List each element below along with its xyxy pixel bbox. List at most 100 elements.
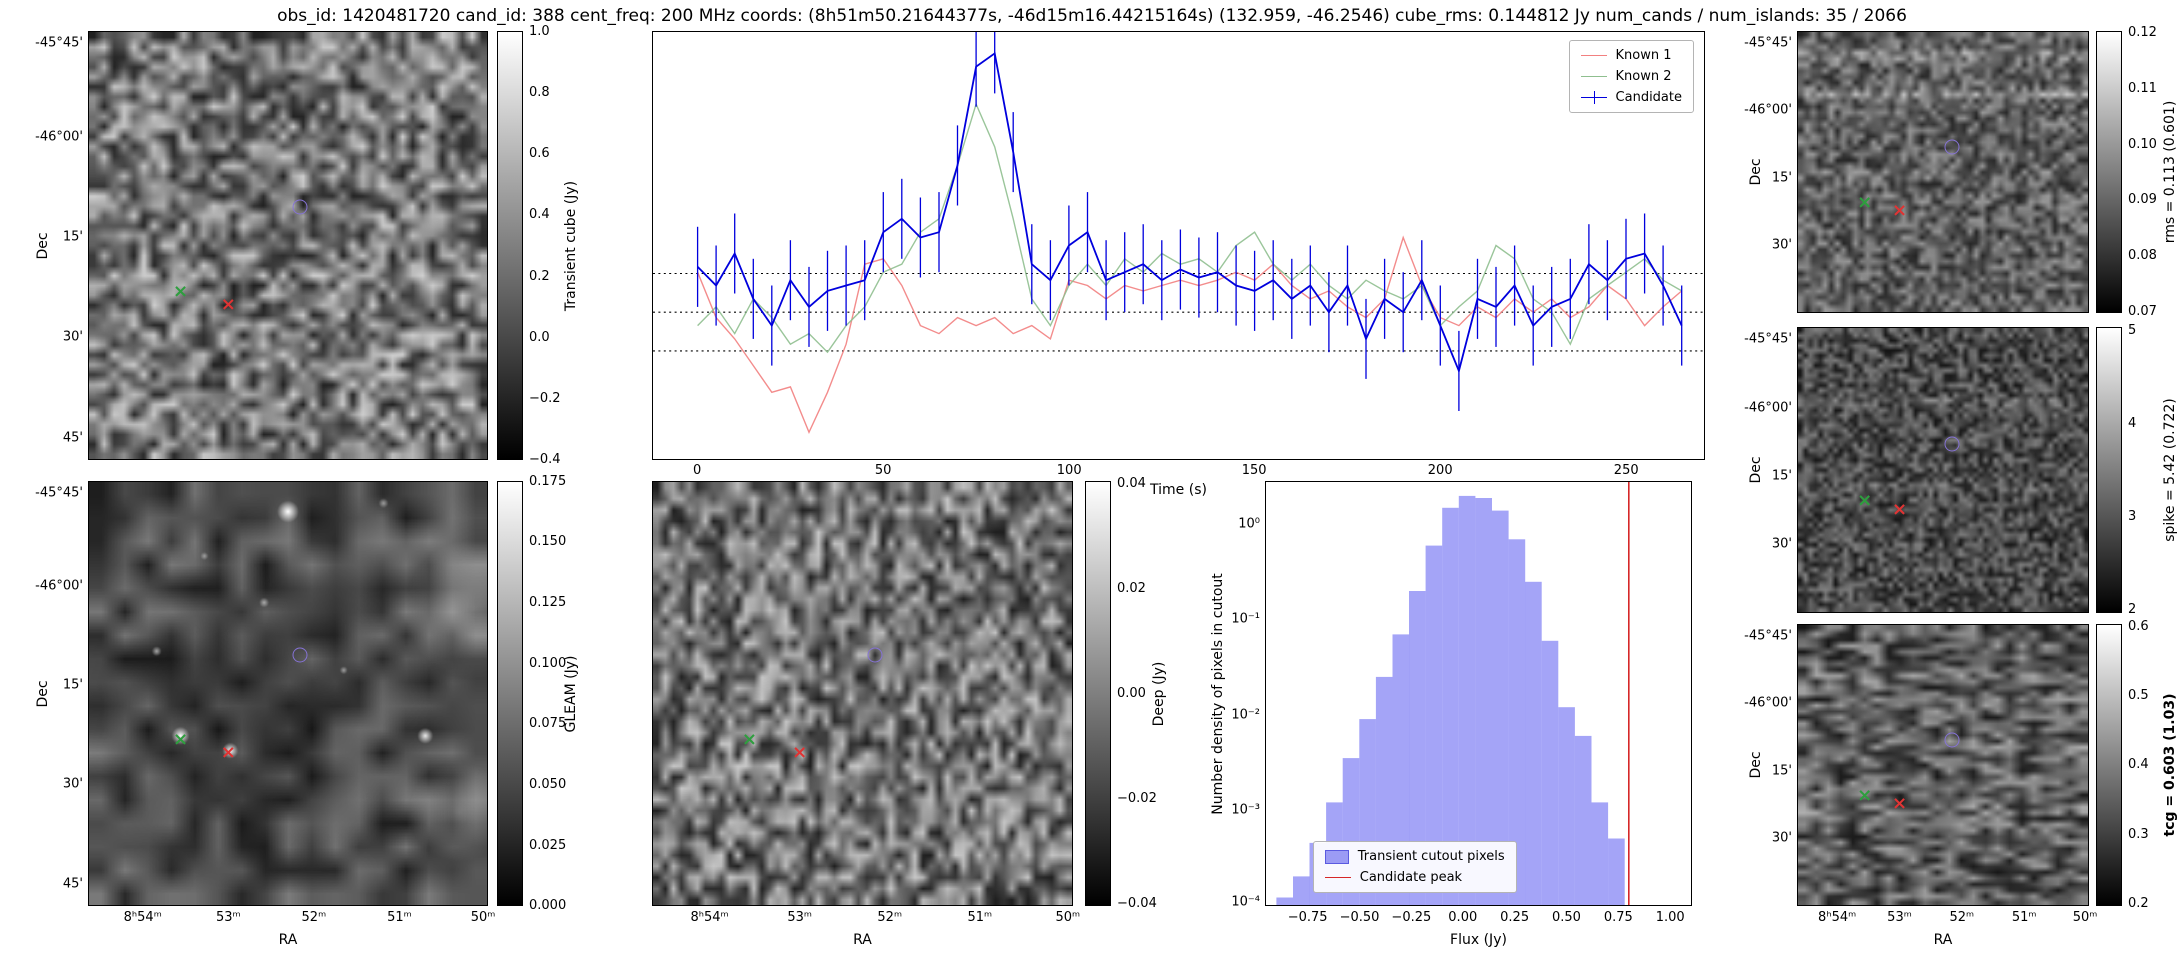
dec-axis-label: Dec xyxy=(1748,751,1764,779)
lightcurve-plot xyxy=(653,32,1704,435)
tcg-image xyxy=(1798,625,2088,905)
flux-tick: −0.25 xyxy=(1391,910,1432,925)
ra-tick: 51ᵐ xyxy=(967,910,993,925)
known-source-marker-green: × xyxy=(172,281,189,303)
dec-tick: 30' xyxy=(1771,830,1792,846)
legend-label: Known 2 xyxy=(1615,69,1672,84)
rms-image xyxy=(1798,32,2088,312)
legend-item-known1: Known 1 xyxy=(1580,48,1682,63)
dec-tick: 30' xyxy=(1771,536,1792,552)
dec-tick: 30' xyxy=(1771,237,1792,253)
colorbar-ticks: 0.6 0.5 0.4 0.3 0.2 xyxy=(2128,618,2149,912)
ra-tick: 52ᵐ xyxy=(301,910,327,925)
panel-tcg: × × -45°45' -46°00' 15' 30' Dec 8ʰ54ᵐ 53ᵐ 52ᵐ… xyxy=(1744,624,2097,948)
colorbar-transient-cube: 1.0 0.8 0.6 0.4 0.2 0.0 −0.2 −0.4 Transient cub… xyxy=(497,24,579,467)
density-tick: 10⁻² xyxy=(1231,707,1260,723)
ra-tick: 51ᵐ xyxy=(387,910,412,925)
time-tick: 100 xyxy=(1056,463,1082,478)
flux-tick: 0.50 xyxy=(1551,910,1581,925)
dec-tick-labels: -45°45' -46°00' 15' 30' 45' xyxy=(19,32,83,459)
ra-tick-labels: 8ʰ54ᵐ 53ᵐ 52ᵐ 51ᵐ 50ᵐ xyxy=(89,910,496,930)
dec-tick: 15' xyxy=(1771,170,1792,186)
ra-tick: 53ᵐ xyxy=(215,910,241,925)
colorbar-gradient xyxy=(1085,481,1111,906)
candidate-peak-line-swatch xyxy=(1324,877,1351,878)
time-tick: 0 xyxy=(693,463,702,478)
dec-tick: 45' xyxy=(62,430,83,446)
dec-tick: 30' xyxy=(62,329,83,345)
flux-tick: 0.75 xyxy=(1603,910,1633,925)
lightcurve-legend: Known 1 Known 2 Candidate xyxy=(1568,40,1694,113)
density-tick: 10⁻³ xyxy=(1231,802,1260,818)
ra-tick: 53ᵐ xyxy=(1887,910,1912,925)
legend-label: Known 1 xyxy=(1615,48,1672,63)
time-axis-label: Time (s) xyxy=(1150,482,1207,498)
dec-tick: -46°00' xyxy=(35,578,83,594)
colorbar-label: spike = 5.42 (0.722) xyxy=(2162,398,2178,542)
ra-axis-label: RA xyxy=(1933,932,1953,948)
figure-title: obs_id: 1420481720 cand_id: 388 cent_fre… xyxy=(277,6,1907,26)
candidate-position-marker xyxy=(1944,732,1960,748)
ra-tick: 50ᵐ xyxy=(2072,910,2098,925)
flux-tick: −0.75 xyxy=(1287,910,1328,925)
panel-gleam: × × -45°45' -46°00' 15' 30' 45' Dec 8ʰ54ᵐ 53ᵐ… xyxy=(35,481,495,948)
colorbar-gradient xyxy=(497,31,523,460)
dec-axis-label: Dec xyxy=(35,679,51,708)
dec-axis-label: Dec xyxy=(35,231,51,260)
candidate-position-marker xyxy=(1944,139,1960,155)
known-source-marker-green: × xyxy=(172,729,189,751)
flux-axis-label: Flux (Jy) xyxy=(1450,932,1507,948)
dec-tick: -46°00' xyxy=(35,129,83,145)
flux-tick: 0.25 xyxy=(1500,910,1530,925)
ra-tick: 8ʰ54ᵐ xyxy=(1818,910,1857,925)
colorbar-ticks: 1.0 0.8 0.6 0.4 0.2 0.0 −0.2 −0.4 xyxy=(529,23,561,468)
candidate-position-marker xyxy=(867,647,883,663)
colorbar-label: tcg = 0.603 (1.03) xyxy=(2162,693,2178,837)
dec-axis-label: Dec xyxy=(1748,158,1764,186)
panel-histogram: 10⁰ 10⁻¹ 10⁻² 10⁻³ 10⁻⁴ Number density of pi… xyxy=(1210,481,1692,948)
dec-tick: -45°45' xyxy=(35,35,83,51)
colorbar-ticks: 0.175 0.150 0.125 0.100 0.075 0.050 0.025 0.000 xyxy=(529,473,567,914)
known-source-marker-red: × xyxy=(220,741,236,763)
dec-axis-label: Dec xyxy=(1748,456,1764,484)
ra-axis-label: RA xyxy=(278,932,298,948)
panel-rms: × × -45°45' -46°00' 15' 30' Dec xyxy=(1744,31,2089,313)
colorbar-label: Transient cube (Jy) xyxy=(563,180,579,311)
known-source-marker-red: × xyxy=(1891,793,1908,815)
deep-image xyxy=(653,482,1072,905)
known1-line-swatch xyxy=(1580,55,1607,56)
ra-tick: 52ᵐ xyxy=(877,910,903,925)
colorbar-deep: 0.04 0.02 0.00 −0.02 −0.04 Deep (Jy) xyxy=(1085,476,1167,911)
ra-tick-labels: 8ʰ54ᵐ 53ᵐ 52ᵐ 51ᵐ 50ᵐ xyxy=(1798,910,2097,930)
colorbar-rms: 0.12 0.11 0.10 0.09 0.08 0.07 rms = 0.113 (0.… xyxy=(2096,25,2178,319)
ra-tick: 53ᵐ xyxy=(787,910,812,925)
known-source-marker-red: × xyxy=(1891,200,1908,222)
known-source-marker-green: × xyxy=(1857,191,1873,213)
dec-tick-labels: -45°45' -46°00' 15' 30' xyxy=(1728,328,1792,612)
ra-axis-label: RA xyxy=(853,932,872,948)
transient-cube-image xyxy=(89,32,487,459)
known-source-marker-green: × xyxy=(1857,784,1873,806)
ra-tick: 8ʰ54ᵐ xyxy=(690,910,729,925)
colorbar-gradient xyxy=(2096,31,2122,313)
panel-lightcurve: Known 1 Known 2 Candidate 0 50 100 150 200 25… xyxy=(652,31,1705,498)
legend-item-cutout-pixels: Transient cutout pixels xyxy=(1324,849,1505,864)
histogram-fill-swatch xyxy=(1324,849,1349,864)
panel-transient-cube: × × -45°45' -46°00' 15' 30' 45' Dec xyxy=(35,31,488,460)
dec-tick: 15' xyxy=(62,229,83,245)
time-tick-labels: 0 50 100 150 200 250 xyxy=(653,463,1704,481)
flux-tick-labels: −0.75 −0.50 −0.25 0.00 0.25 0.50 0.75 1.00 xyxy=(1266,910,1691,928)
flux-tick: 1.00 xyxy=(1655,910,1685,925)
density-tick: 10⁰ xyxy=(1238,516,1260,532)
dec-tick: 30' xyxy=(62,776,83,792)
known-source-marker-red: × xyxy=(220,294,236,316)
dec-tick: -46°00' xyxy=(1744,695,1792,711)
density-tick-labels: 10⁰ 10⁻¹ 10⁻² 10⁻³ 10⁻⁴ xyxy=(1220,482,1260,909)
gleam-image xyxy=(89,482,487,905)
legend-label: Candidate xyxy=(1615,90,1682,105)
panel-spike: × × -45°45' -46°00' 15' 30' Dec xyxy=(1744,327,2089,613)
candidate-position-marker xyxy=(1944,436,1960,452)
time-tick: 150 xyxy=(1241,463,1267,478)
spike-image xyxy=(1798,328,2088,612)
